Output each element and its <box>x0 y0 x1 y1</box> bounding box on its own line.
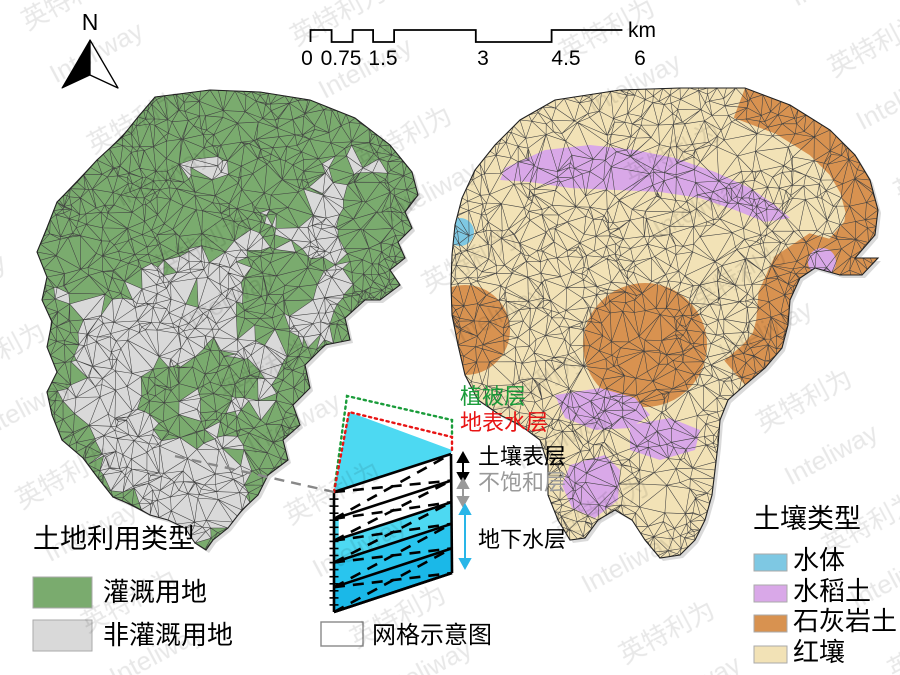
svg-text:石灰岩土: 石灰岩土 <box>793 606 897 636</box>
svg-text:N: N <box>82 9 99 35</box>
svg-text:植被层: 植被层 <box>460 384 526 409</box>
svg-text:4.5: 4.5 <box>551 47 580 70</box>
svg-text:土地利用类型: 土地利用类型 <box>33 524 195 554</box>
svg-text:水稻土: 水稻土 <box>793 576 871 606</box>
svg-text:土壤类型: 土壤类型 <box>753 504 861 534</box>
svg-text:水体: 水体 <box>793 545 845 575</box>
svg-text:km: km <box>628 19 656 42</box>
svg-text:不饱和层: 不饱和层 <box>478 470 566 495</box>
svg-text:地下水层: 地下水层 <box>478 527 566 552</box>
svg-text:灌溉用地: 灌溉用地 <box>103 577 207 607</box>
svg-text:0.75: 0.75 <box>321 47 362 70</box>
svg-text:地表水层: 地表水层 <box>460 410 548 435</box>
svg-text:1.5: 1.5 <box>368 47 397 70</box>
svg-text:土壤表层: 土壤表层 <box>478 444 566 469</box>
svg-text:0: 0 <box>301 47 313 70</box>
svg-text:6: 6 <box>634 47 646 70</box>
svg-text:非灌溉用地: 非灌溉用地 <box>103 620 233 650</box>
svg-text:网格示意图: 网格示意图 <box>372 622 492 649</box>
svg-text:3: 3 <box>477 47 489 70</box>
svg-text:红壤: 红壤 <box>793 637 845 667</box>
